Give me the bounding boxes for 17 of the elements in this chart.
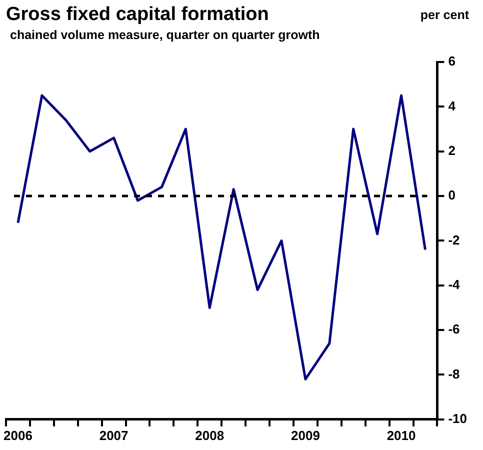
x-tick-label: 2008 xyxy=(195,428,224,443)
y-tick-label: -8 xyxy=(448,366,460,382)
x-tick-label: 2009 xyxy=(290,428,320,443)
chart-subtitle: chained volume measure, quarter on quarter growth xyxy=(10,27,321,43)
y-tick-label: 6 xyxy=(448,54,456,69)
chart-title: Gross fixed capital formation xyxy=(6,4,269,26)
x-tick-label: 2010 xyxy=(386,428,416,443)
y-tick-label: 0 xyxy=(448,188,456,203)
y-tick-label: -6 xyxy=(448,322,460,337)
x-tick-label: 2007 xyxy=(99,428,128,443)
y-tick-label: -4 xyxy=(448,276,461,292)
y-tick-label: -2 xyxy=(448,232,460,248)
y-axis-title: per cent xyxy=(420,8,469,22)
y-tick-label: 4 xyxy=(448,98,456,114)
x-tick-label: 2006 xyxy=(4,428,32,443)
y-tick-label: 2 xyxy=(448,142,456,158)
y-tick-label: -10 xyxy=(448,410,468,426)
